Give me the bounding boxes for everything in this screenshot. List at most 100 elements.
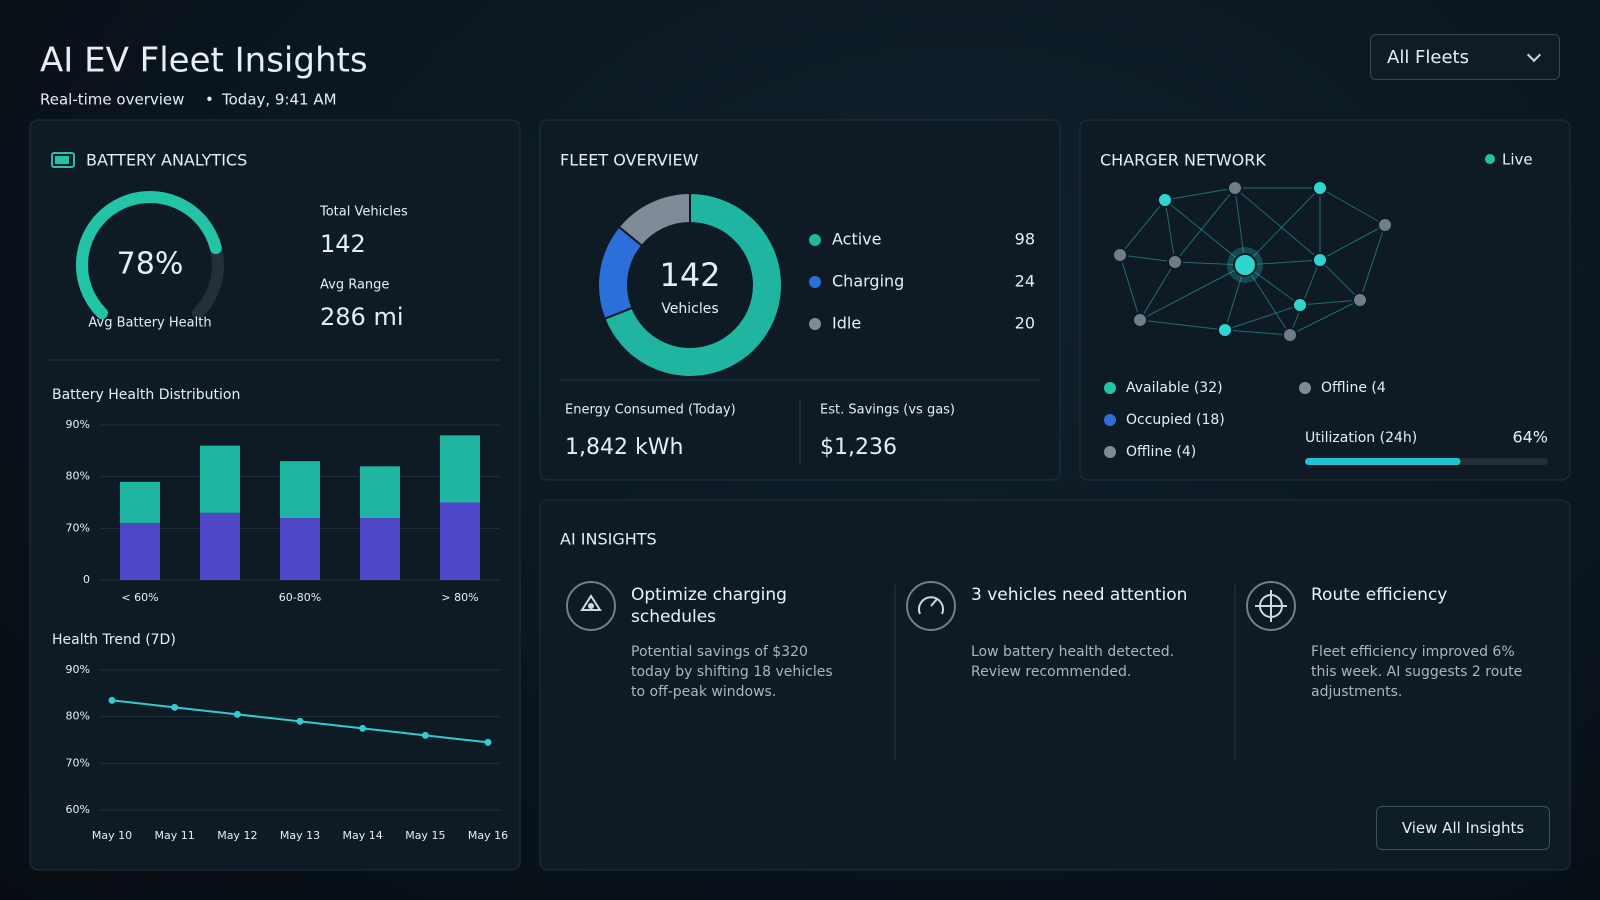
insight-icon (1245, 580, 1297, 632)
stat-label: Total Vehicles (319, 205, 408, 220)
network-edge (1139, 319, 1226, 331)
network-node (1312, 180, 1328, 196)
network-node (1352, 292, 1368, 308)
donut-segment (617, 191, 691, 248)
insight-card: Route efficiency Fleet efficiency improve… (1245, 580, 1545, 780)
stat-value: 286 mi (320, 303, 403, 331)
y-tick-label: 0 (83, 573, 90, 586)
legend-label: Idle (832, 314, 861, 333)
network-edge (1224, 304, 1301, 331)
donut-segment (603, 191, 783, 378)
insight-card: Optimize charging schedules Potential sav… (565, 580, 865, 780)
page-title: AI EV Fleet Insights (40, 41, 368, 81)
legend-dot (809, 276, 821, 288)
panel-title: BATTERY ANALYTICS (86, 151, 247, 170)
fleet-selector[interactable]: All Fleets (1370, 34, 1560, 80)
battery-icon-fill (55, 156, 69, 164)
network-edge (1319, 224, 1386, 261)
network-node (1217, 322, 1233, 338)
legend-dot (1299, 382, 1311, 394)
icon (566, 581, 616, 631)
bar-segment (440, 502, 480, 580)
insight-body: Low battery health detected. Review reco… (971, 644, 1175, 680)
donut-caption: Vehicles (661, 301, 718, 317)
stat-value: 142 (320, 230, 366, 258)
bar-segment (120, 481, 160, 524)
bar-segment (200, 445, 240, 513)
network-edge (1359, 224, 1386, 301)
chart-title: Health Trend (7D) (52, 632, 176, 648)
network-node (1227, 180, 1243, 196)
network-edge (1164, 187, 1236, 201)
x-tick-label: May 14 (343, 829, 383, 842)
icon (906, 581, 956, 631)
live-dot (1485, 154, 1495, 164)
trend-point (359, 724, 367, 732)
live-status: Live (1502, 151, 1533, 169)
chart-title: Battery Health Distribution (52, 387, 240, 403)
legend-label: Active (832, 230, 882, 249)
network-edge (1224, 329, 1291, 336)
network-node (1377, 217, 1393, 233)
network-edge (1244, 187, 1321, 266)
view-all-button[interactable]: View All Insights (1376, 806, 1550, 850)
legend-value: 24 (1015, 272, 1035, 291)
utilization-value: 64% (1512, 428, 1548, 447)
network-edge (1139, 261, 1176, 321)
panel-title: FLEET OVERVIEW (560, 151, 699, 170)
stat-value: 1,842 kWh (565, 435, 683, 460)
x-tick-label: < 60% (121, 591, 158, 604)
panel-title: AI INSIGHTS (560, 530, 657, 549)
y-tick-label: 70% (66, 756, 90, 769)
legend-value: 98 (1015, 230, 1035, 249)
insight-card: 3 vehicles need attention Low battery hea… (905, 580, 1205, 780)
progress-bar (1305, 458, 1461, 465)
network-edge (1119, 254, 1141, 321)
gauge-caption: Avg Battery Health (88, 316, 211, 331)
x-tick-label: May 12 (217, 829, 257, 842)
legend-label: Occupied (18) (1126, 412, 1225, 428)
bar-segment (360, 518, 400, 580)
network-edge (1234, 187, 1246, 266)
y-tick-label: 90% (66, 663, 90, 676)
network-edge (1289, 259, 1321, 336)
x-tick-label: May 11 (155, 829, 195, 842)
x-tick-label: > 80% (441, 591, 478, 604)
network-edge (1319, 187, 1386, 226)
y-tick-label: 60% (66, 803, 90, 816)
network-edge (1119, 199, 1166, 256)
bar-segment (280, 461, 320, 518)
timestamp: Today, 9:41 AM (221, 91, 337, 109)
x-tick-label: May 15 (405, 829, 445, 842)
y-tick-label: 70% (66, 521, 90, 534)
insight-body: Fleet efficiency improved 6% this week. … (1311, 644, 1523, 700)
network-node (1312, 252, 1328, 268)
y-tick-label: 80% (66, 470, 90, 483)
network-node (1112, 247, 1128, 263)
network-edge (1119, 254, 1176, 263)
battery-panel (29, 119, 521, 871)
insight-title: 3 vehicles need attention (971, 585, 1188, 605)
utilization-label: Utilization (24h) (1305, 430, 1417, 446)
bar-segment (360, 466, 400, 518)
legend-dot (1104, 382, 1116, 394)
bar-segment (280, 518, 320, 580)
stat-label: Avg Range (320, 278, 389, 293)
trend-point (171, 703, 179, 711)
stat-value: $1,236 (820, 435, 897, 460)
legend-dot (1104, 446, 1116, 458)
legend-label: Charging (832, 272, 904, 291)
legend-value: 20 (1015, 314, 1035, 333)
x-tick-label: May 16 (468, 829, 508, 842)
network-edge (1289, 299, 1361, 336)
legend-label: Offline (4) (1126, 444, 1196, 460)
panel-title: CHARGER NETWORK (1100, 151, 1266, 170)
network-node (1233, 253, 1257, 277)
trend-point (108, 696, 116, 704)
y-tick-label: 80% (66, 710, 90, 723)
legend-dot (809, 234, 821, 246)
network-edge (1174, 187, 1236, 263)
x-tick-label: May 13 (280, 829, 320, 842)
x-tick-label: May 10 (92, 829, 132, 842)
